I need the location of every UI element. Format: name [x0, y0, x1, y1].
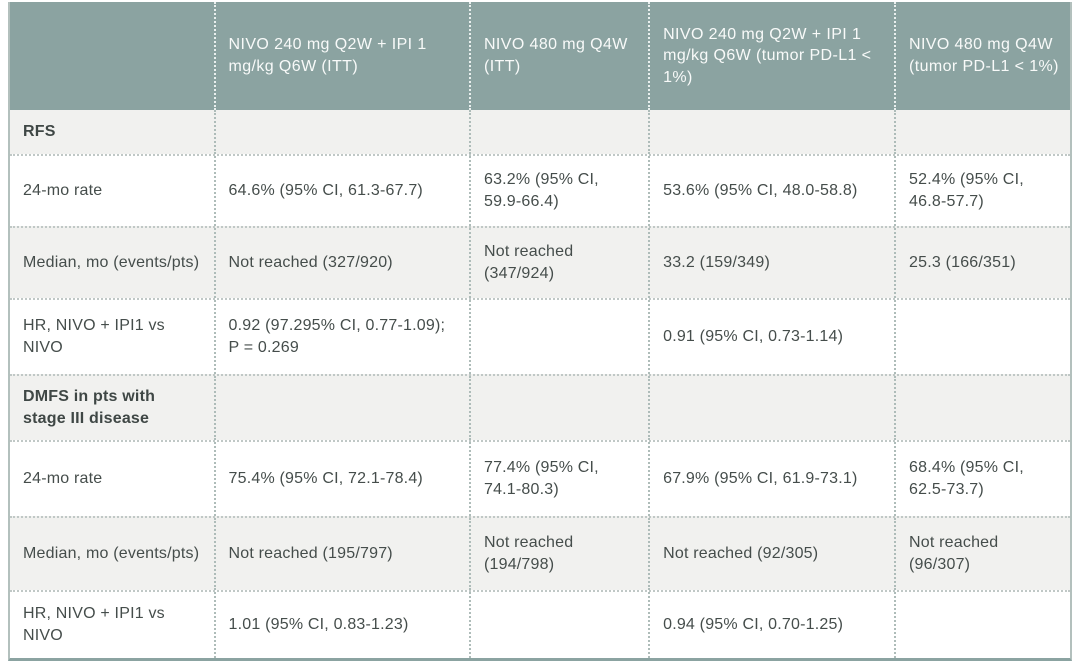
table-cell: [213, 376, 469, 440]
table-cell: 63.2% (95% CI, 59.9-66.4): [468, 156, 648, 226]
header-cell-nivo480-pdl1: NIVO 480 mg Q4W (tumor PD-L1 < 1%): [894, 2, 1070, 110]
header-cell-nivo480-itt: NIVO 480 mg Q4W (ITT): [468, 2, 648, 110]
table-cell: Not reached (194/798): [468, 518, 648, 590]
data-row-rfs-median: Median, mo (events/pts) Not reached (327…: [10, 226, 1070, 298]
table-cell: [468, 300, 648, 374]
table-cell: 75.4% (95% CI, 72.1-78.4): [213, 442, 469, 516]
table-cell: [648, 110, 894, 154]
data-row-rfs-24mo-rate: 24-mo rate 64.6% (95% CI, 61.3-67.7) 63.…: [10, 154, 1070, 226]
section-label-rfs: RFS: [23, 123, 56, 141]
row-label: Median, mo (events/pts): [23, 545, 200, 563]
table-cell: 53.6% (95% CI, 48.0-58.8): [648, 156, 894, 226]
table-cell: [468, 376, 648, 440]
header-cell-empty: [10, 2, 214, 110]
table-cell: 25.3 (166/351): [894, 228, 1070, 298]
table-cell: [894, 300, 1070, 374]
data-row-dmfs-24mo-rate: 24-mo rate 75.4% (95% CI, 72.1-78.4) 77.…: [10, 440, 1070, 516]
table-cell: Not reached (347/924): [468, 228, 648, 298]
row-label: Median, mo (events/pts): [23, 254, 200, 272]
table-cell: [894, 592, 1070, 658]
row-label: 24-mo rate: [23, 182, 103, 200]
table-cell: [648, 376, 894, 440]
table-cell: Not reached (195/797): [213, 518, 469, 590]
table-cell: 52.4% (95% CI, 46.8-57.7): [894, 156, 1070, 226]
table-cell: Not reached (96/307): [894, 518, 1070, 590]
table-cell: 0.94 (95% CI, 0.70-1.25): [648, 592, 894, 658]
table-cell: 0.91 (95% CI, 0.73-1.14): [648, 300, 894, 374]
table-cell: Not reached (327/920): [213, 228, 469, 298]
table-header-row: NIVO 240 mg Q2W + IPI 1 mg/kg Q6W (ITT) …: [10, 2, 1070, 110]
table-cell: [468, 592, 648, 658]
table-cell: 64.6% (95% CI, 61.3-67.7): [213, 156, 469, 226]
row-label: HR, NIVO + IPI1 vs NIVO: [23, 605, 165, 644]
section-row-dmfs: DMFS in pts with stage III disease: [10, 374, 1070, 440]
row-label: HR, NIVO + IPI1 vs NIVO: [23, 317, 165, 356]
row-label: 24-mo rate: [23, 470, 103, 488]
table-cell: 77.4% (95% CI, 74.1-80.3): [468, 442, 648, 516]
table-cell: [213, 110, 469, 154]
table-cell: Not reached (92/305): [648, 518, 894, 590]
header-cell-nivo-ipi-pdl1: NIVO 240 mg Q2W + IPI 1 mg/kg Q6W (tumor…: [648, 2, 894, 110]
header-cell-nivo-ipi-itt: NIVO 240 mg Q2W + IPI 1 mg/kg Q6W (ITT): [213, 2, 469, 110]
table-cell: [894, 376, 1070, 440]
table-cell: 1.01 (95% CI, 0.83-1.23): [213, 592, 469, 658]
table-cell: 68.4% (95% CI, 62.5-73.7): [894, 442, 1070, 516]
data-row-dmfs-hr: HR, NIVO + IPI1 vs NIVO 1.01 (95% CI, 0.…: [10, 590, 1070, 658]
data-row-dmfs-median: Median, mo (events/pts) Not reached (195…: [10, 516, 1070, 590]
results-table: NIVO 240 mg Q2W + IPI 1 mg/kg Q6W (ITT) …: [8, 2, 1072, 661]
table-cell: 0.92 (97.295% CI, 0.77-1.09); P = 0.269: [213, 300, 469, 374]
table-cell: 67.9% (95% CI, 61.9-73.1): [648, 442, 894, 516]
section-label-dmfs: DMFS in pts with stage III disease: [23, 388, 156, 427]
table-cell: 33.2 (159/349): [648, 228, 894, 298]
section-row-rfs: RFS: [10, 110, 1070, 154]
table-cell: [468, 110, 648, 154]
table-cell: [894, 110, 1070, 154]
data-row-rfs-hr: HR, NIVO + IPI1 vs NIVO 0.92 (97.295% CI…: [10, 298, 1070, 374]
